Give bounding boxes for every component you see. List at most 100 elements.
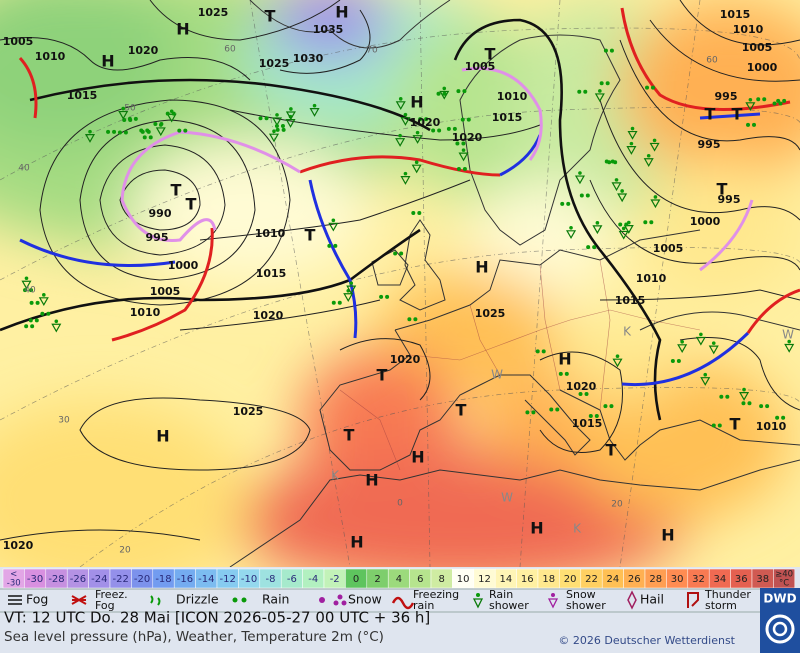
pressure-center: H (101, 52, 114, 71)
rain-dot (531, 410, 536, 415)
scale-label: -30 (7, 579, 21, 589)
rain-dot (609, 404, 614, 409)
scale-label: -8 (266, 574, 276, 585)
rain-dot (436, 91, 441, 96)
pressure-label: 1005 (3, 35, 34, 48)
pressure-center: H (530, 519, 543, 538)
rain-dot (676, 359, 681, 364)
rain-shower-symbol (411, 164, 422, 174)
rain-dot (280, 123, 285, 128)
pressure-label: 1020 (410, 116, 441, 129)
rain-dot (333, 243, 338, 248)
snow-icon (337, 594, 343, 600)
rain-shower-symbol (51, 323, 62, 333)
graticule-label: 20 (611, 500, 623, 510)
scale-label: -20 (134, 574, 150, 585)
rain-shower-symbol (400, 117, 411, 126)
valid-time: VT: 12 UTC Do. 28 Mai [ICON 2026-05-27 0… (4, 609, 430, 627)
scale-label: 28 (649, 574, 662, 585)
rain-dot (437, 128, 442, 133)
pressure-label: 1005 (653, 242, 684, 255)
pressure-center: T (456, 401, 467, 420)
rain-dot (431, 128, 436, 133)
scale-label: 10 (457, 574, 470, 585)
scale-label: -18 (155, 574, 171, 585)
pressure-center: H (410, 93, 423, 112)
scale-label: °C (779, 579, 789, 589)
rain-dot (24, 324, 29, 329)
rain-shower-symbol (155, 127, 166, 137)
graticule-label: 0 (397, 499, 403, 509)
rain-dot (699, 332, 703, 337)
isobars (0, 0, 800, 541)
map-marker-letter: K (331, 469, 340, 483)
pressure-label: 1010 (497, 90, 528, 103)
rain-dot (762, 97, 767, 102)
rain-shower-symbol (285, 119, 296, 128)
rain-dot (112, 129, 117, 134)
pressure-label: 1025 (475, 307, 506, 320)
fronts (18, 7, 800, 387)
rain-dot (703, 372, 708, 377)
scale-label: 32 (692, 574, 705, 585)
rain-dot (442, 86, 447, 91)
rain-dot (645, 85, 650, 90)
rain-dot (460, 117, 465, 122)
rain-dot (331, 218, 336, 223)
pressure-center: T (730, 415, 741, 434)
rain-shower-symbol (700, 377, 711, 386)
rain-shower-symbol (592, 225, 603, 235)
rain-shower-symbol (328, 222, 339, 232)
rain-dot (598, 89, 602, 93)
pressure-label: 1015 (720, 8, 751, 21)
rain-dot (719, 394, 724, 399)
rain-shower-symbol (395, 138, 406, 147)
rain-dot (46, 311, 51, 316)
scale-label: < (10, 570, 17, 580)
rain-dot (35, 300, 40, 305)
rain-shower-symbol (166, 113, 177, 123)
rain-dot (765, 404, 770, 409)
pressure-center: H (411, 448, 424, 467)
rain-dot (541, 349, 546, 354)
rain-dot (549, 407, 554, 412)
rain-dot (742, 387, 746, 392)
pressure-label: 1020 (253, 309, 284, 322)
snow-shower-icon (551, 593, 555, 597)
rain-shower-symbol (271, 117, 283, 127)
pressure-label: 1015 (615, 294, 646, 307)
rain-dot (618, 222, 623, 227)
rain-dot (399, 251, 404, 256)
scale-label: 8 (439, 574, 445, 585)
rain-shower-symbol (343, 293, 354, 302)
pressure-label: 1015 (572, 417, 603, 430)
pressure-label: 1020 (390, 353, 421, 366)
pressure-label: 1005 (465, 60, 496, 73)
pressure-label: 1020 (3, 539, 34, 552)
logo-swirl (772, 621, 788, 637)
rain-shower-symbol (458, 152, 469, 162)
freezing-fog-icon (71, 595, 87, 605)
pressure-label: 1035 (313, 23, 344, 36)
rain-shower-symbol (739, 392, 750, 401)
rain-dot (413, 317, 418, 322)
rain-dot (584, 392, 589, 397)
rain-dot (787, 339, 791, 344)
rain-dot (461, 141, 466, 146)
rain-dot (312, 103, 317, 108)
pressure-center: T (186, 195, 197, 214)
rain-dot (133, 116, 138, 121)
pressure-label: 1010 (255, 227, 286, 240)
snow-shower-icon (547, 598, 559, 609)
freezing-rain-icon (391, 596, 415, 610)
rain-dot (418, 117, 423, 122)
map-marker-letter: W (782, 328, 794, 342)
scale-label: 14 (500, 574, 513, 585)
legend-label: shower (566, 599, 606, 612)
rain-dot (29, 300, 34, 305)
scale-label: -24 (91, 574, 107, 585)
scale-label: -26 (70, 574, 86, 585)
